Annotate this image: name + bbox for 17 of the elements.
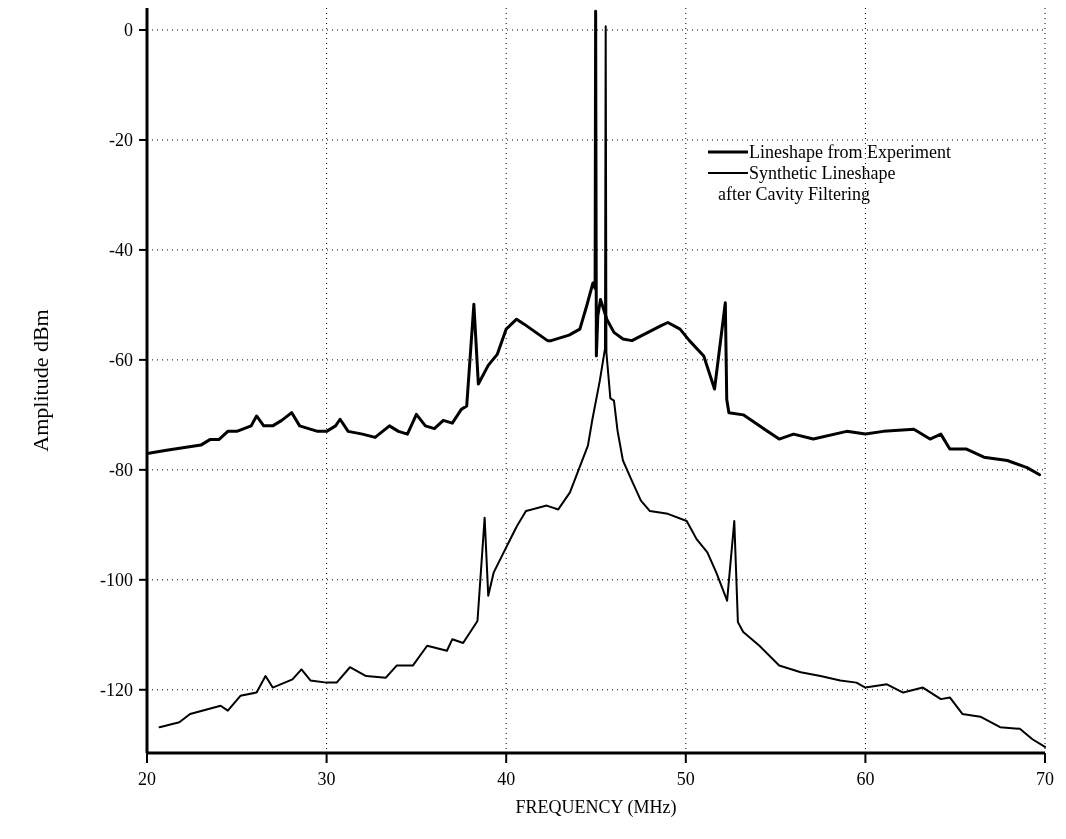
x-tick-label: 20 (138, 769, 156, 789)
x-tick-label: 40 (497, 769, 516, 789)
y-tick-label: -120 (100, 679, 133, 700)
x-tick-label: 50 (676, 769, 695, 789)
y-tick-label: 0 (124, 19, 133, 40)
y-tick-label: -80 (109, 459, 133, 480)
x-tick-label: 60 (856, 769, 875, 789)
legend-label: Synthetic Lineshape after Cavity Filtering (718, 163, 896, 204)
x-tick-label: 70 (1036, 769, 1054, 789)
y-tick-label: -20 (109, 129, 133, 150)
y-axis-title: Amplitude dBm (28, 309, 53, 452)
x-tick-label: 30 (317, 769, 336, 789)
y-tick-label: -60 (109, 349, 133, 370)
legend-label: Lineshape from Experiment (749, 142, 951, 162)
y-tick-label: -40 (109, 239, 133, 260)
x-axis-title: FREQUENCY (MHz) (515, 797, 677, 818)
y-tick-label: -100 (100, 569, 133, 590)
